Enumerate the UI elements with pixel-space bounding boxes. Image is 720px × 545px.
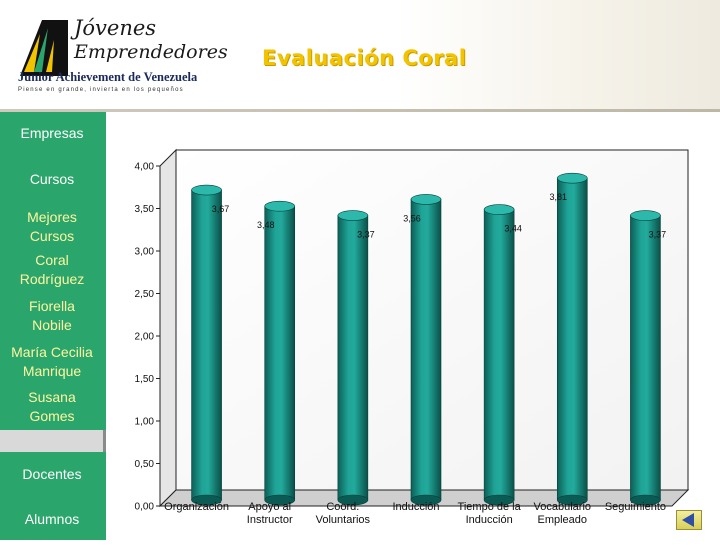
y-tick-label: 2,50	[135, 289, 155, 300]
bar-body	[556, 177, 588, 501]
y-tick-label: 3,50	[135, 204, 155, 215]
x-tick-label: Organización	[164, 501, 229, 513]
bar-body	[630, 215, 661, 501]
x-tick-label: Inducción	[392, 501, 439, 513]
x-tick-label: Coord.	[326, 501, 359, 513]
sidebar: Empresas Cursos Mejores Cursos Coral Rod…	[0, 112, 106, 540]
y-tick-label: 1,50	[135, 374, 155, 385]
bar-base	[191, 494, 222, 506]
x-tick-label: Tiempo de la	[458, 501, 522, 513]
bar-base	[630, 494, 661, 506]
bar: 3,81	[550, 172, 588, 506]
bar-body	[410, 199, 442, 501]
logo-tagline: Piense en grande, invierta en los pequeñ…	[18, 87, 184, 93]
bar-top	[264, 200, 296, 212]
chart-side-wall	[159, 148, 177, 508]
y-tick-label: 2,00	[135, 332, 155, 343]
bar: 3,44	[483, 204, 522, 506]
bar-base	[264, 494, 296, 506]
sidebar-item-mejores-cursos[interactable]: Mejores Cursos	[27, 209, 77, 244]
sidebar-item-coral-rodriguez[interactable]: Coral Rodríguez	[19, 252, 85, 287]
sidebar-item-maria-cecilia-manrique[interactable]: María Cecilia Manrique	[11, 344, 93, 379]
header-divider	[0, 109, 720, 112]
header: Jóvenes Emprendedores Junior Achievement…	[0, 0, 720, 112]
y-tick-label: 0,50	[135, 459, 155, 470]
arrow-left-icon	[682, 513, 694, 527]
bar: 3,48	[257, 200, 296, 506]
bar-value-label: 3,67	[212, 204, 230, 214]
sidebar-item-cursos[interactable]: Cursos	[29, 171, 75, 187]
bar-base	[337, 494, 369, 506]
bar-body	[264, 205, 296, 501]
bar: 3,67	[191, 184, 230, 506]
bar-chart: 0,00 0,50 1,00 1,50 2,00 2,50 3,00 3,50 4,00 3,6…	[135, 148, 690, 526]
bar-top	[410, 194, 442, 205]
bar-top	[191, 184, 222, 196]
x-tick-label: Empleado	[538, 514, 588, 526]
sidebar-item-docentes[interactable]: Docentes	[22, 466, 82, 482]
y-tick-label: 4,00	[135, 162, 155, 173]
logo[interactable]: Jóvenes Emprendedores Junior Achievement…	[8, 12, 228, 98]
y-tick-label: 1,00	[135, 417, 155, 428]
logo-text-line1: Jóvenes	[74, 16, 157, 40]
sidebar-item-empresas[interactable]: Empresas	[20, 125, 84, 141]
bar: 3,37	[337, 210, 375, 506]
sidebar-item-alumnos[interactable]: Alumnos	[24, 511, 80, 527]
x-tick-label: Seguimiento	[605, 501, 666, 513]
bar-top	[556, 172, 588, 184]
bar-value-label: 3,37	[649, 230, 667, 240]
bar-value-label: 3,37	[357, 230, 375, 240]
bar-top	[630, 210, 661, 221]
logo-mark-icon	[20, 20, 68, 76]
logo-text-line3: Junior Achievement de Venezuela	[18, 70, 198, 84]
bar-value-label: 3,81	[550, 192, 568, 202]
x-tick-label: Inducción	[466, 514, 513, 526]
sidebar-item-fiorella-nobile[interactable]: Fiorella Nobile	[29, 298, 75, 333]
bar-base	[410, 494, 442, 506]
x-tick-label: Vocabulario	[534, 501, 592, 513]
bar-body	[191, 189, 222, 501]
sidebar-selected-highlight	[0, 430, 106, 452]
bar: 3,56	[403, 194, 442, 506]
logo-text-line2: Emprendedores	[74, 41, 228, 63]
bar-base	[556, 494, 588, 506]
bar-value-label: 3,56	[403, 213, 421, 223]
x-tick-label: Instructor	[247, 514, 293, 526]
bar-top	[483, 204, 515, 215]
bar-value-label: 3,44	[504, 224, 522, 234]
x-tick-label: Apoyo al	[248, 501, 291, 513]
bar-top	[337, 210, 369, 221]
page-title: Evaluación Coral	[262, 46, 467, 70]
bar: 3,37	[630, 210, 667, 506]
bar-base	[483, 494, 515, 506]
bar-value-label: 3,48	[257, 220, 275, 230]
x-tick-label: Voluntarios	[316, 514, 371, 526]
bar-body	[337, 215, 369, 501]
chart-area: 0,00 0,50 1,00 1,50 2,00 2,50 3,00 3,50 4,00 3,6…	[110, 112, 720, 540]
sidebar-item-susana-gomes[interactable]: Susana Gomes	[28, 389, 76, 424]
y-tick-label: 3,00	[135, 247, 155, 258]
back-button[interactable]	[676, 510, 702, 530]
bar-body	[483, 209, 515, 501]
y-tick-label: 0,00	[135, 502, 155, 513]
